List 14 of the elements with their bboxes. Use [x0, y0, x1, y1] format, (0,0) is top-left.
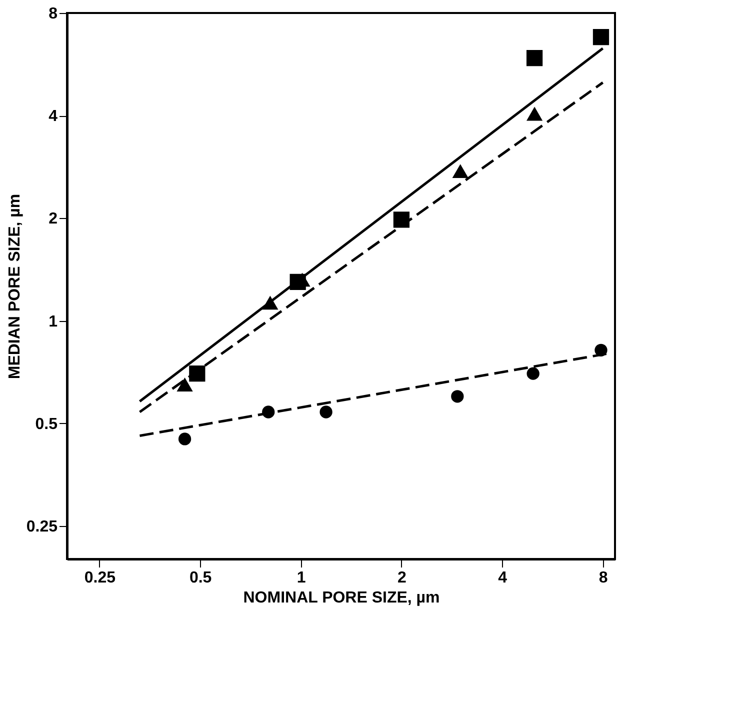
- x-tick-label: 4: [498, 570, 508, 586]
- x-tick-label: 0.25: [84, 570, 116, 586]
- x-tick-label: 8: [598, 570, 608, 586]
- y-tick-label: 2: [48, 210, 58, 228]
- x-axis-title: NOMINAL PORE SIZE, µm: [243, 590, 440, 606]
- x-tick-label: 2: [398, 570, 406, 586]
- y-tick-label: 0.25: [26, 518, 58, 536]
- y-tick-label: 4: [48, 108, 58, 126]
- y-tick-label: 0.5: [35, 416, 58, 433]
- x-tick-label: 0.5: [189, 570, 212, 586]
- x-tick-label: 1: [296, 570, 306, 586]
- y-tick-label: 8: [48, 6, 58, 22]
- y-tick-label: 1: [48, 313, 58, 330]
- y-axis-title: MEDIAN PORE SIZE, µm: [6, 194, 24, 380]
